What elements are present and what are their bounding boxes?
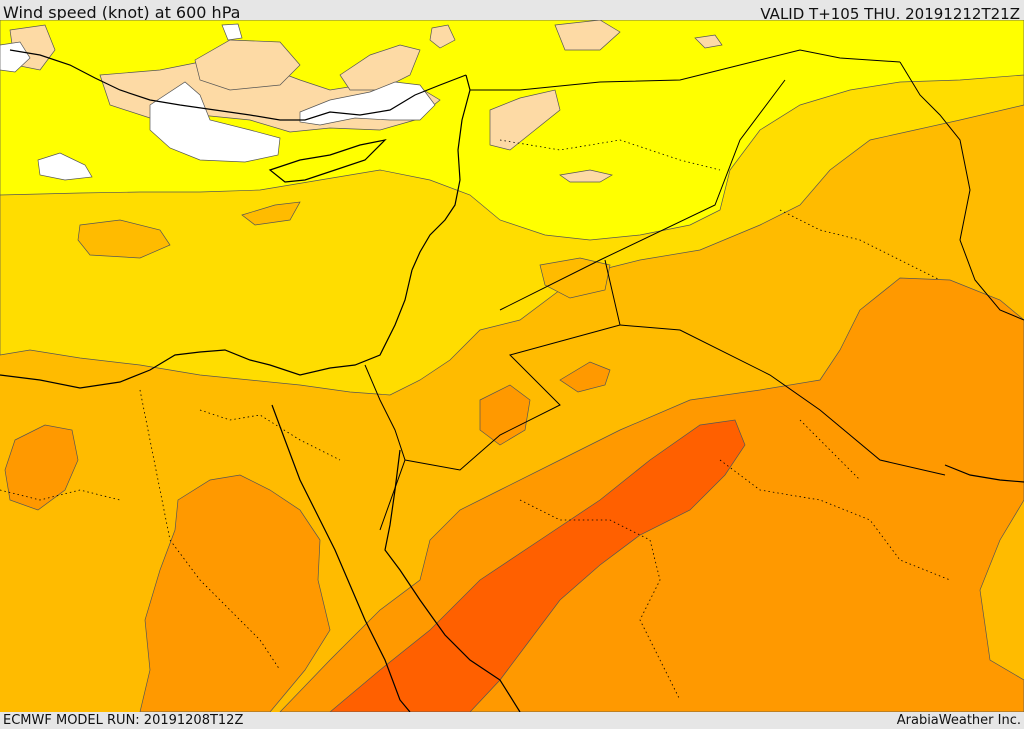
valid-time: VALID T+105 THU. 20191212T21Z xyxy=(760,5,1020,23)
band-25-30-libya xyxy=(4,424,79,511)
border-turkey-syria xyxy=(470,49,901,91)
border-egypt-israel xyxy=(364,364,406,531)
coast-north-africa xyxy=(0,269,413,389)
band-20-25-island-b xyxy=(241,201,301,226)
band-5-10-f xyxy=(559,169,613,183)
band-5-10-d xyxy=(554,20,621,51)
band-lt5-a xyxy=(149,81,281,163)
coast-levant xyxy=(411,74,471,271)
band-5-10-a xyxy=(194,39,301,91)
wind-speed-map xyxy=(0,20,1024,712)
map-title: Wind speed (knot) at 600 hPa xyxy=(3,3,241,22)
credit: ArabiaWeather Inc. xyxy=(896,713,1021,728)
border-syria-iraq xyxy=(499,79,786,311)
band-30-35 xyxy=(329,419,746,712)
band-5-10-g xyxy=(694,34,723,49)
band-25-30-jordan xyxy=(559,361,611,393)
band-lt5-e xyxy=(221,23,243,41)
border-iran-iraq xyxy=(899,61,1024,321)
band-lt5-b xyxy=(299,81,436,126)
border-iraq-saudi xyxy=(619,324,946,476)
model-run: ECMWF MODEL RUN: 20191208T12Z xyxy=(3,713,244,728)
band-lt5-d xyxy=(0,41,31,73)
band-lt5-c xyxy=(37,152,93,181)
band-5-10-b xyxy=(339,44,421,91)
coastlines xyxy=(0,49,1024,712)
band-5-10-c xyxy=(489,89,561,151)
band-5-10-h xyxy=(429,24,456,49)
band-20-25-island-a xyxy=(77,219,171,259)
band-25-30-egypt xyxy=(139,474,331,712)
coast-gulf xyxy=(944,464,1024,483)
coast-red-sea-east xyxy=(384,449,521,712)
coast-cyprus xyxy=(268,139,387,183)
band-25-30-mid xyxy=(479,384,531,446)
band-20-25-island-c xyxy=(539,257,611,299)
coast-turkey xyxy=(9,49,467,121)
coast-red-sea-west xyxy=(271,404,411,712)
borders xyxy=(364,49,1024,531)
internal-borders xyxy=(0,139,951,701)
